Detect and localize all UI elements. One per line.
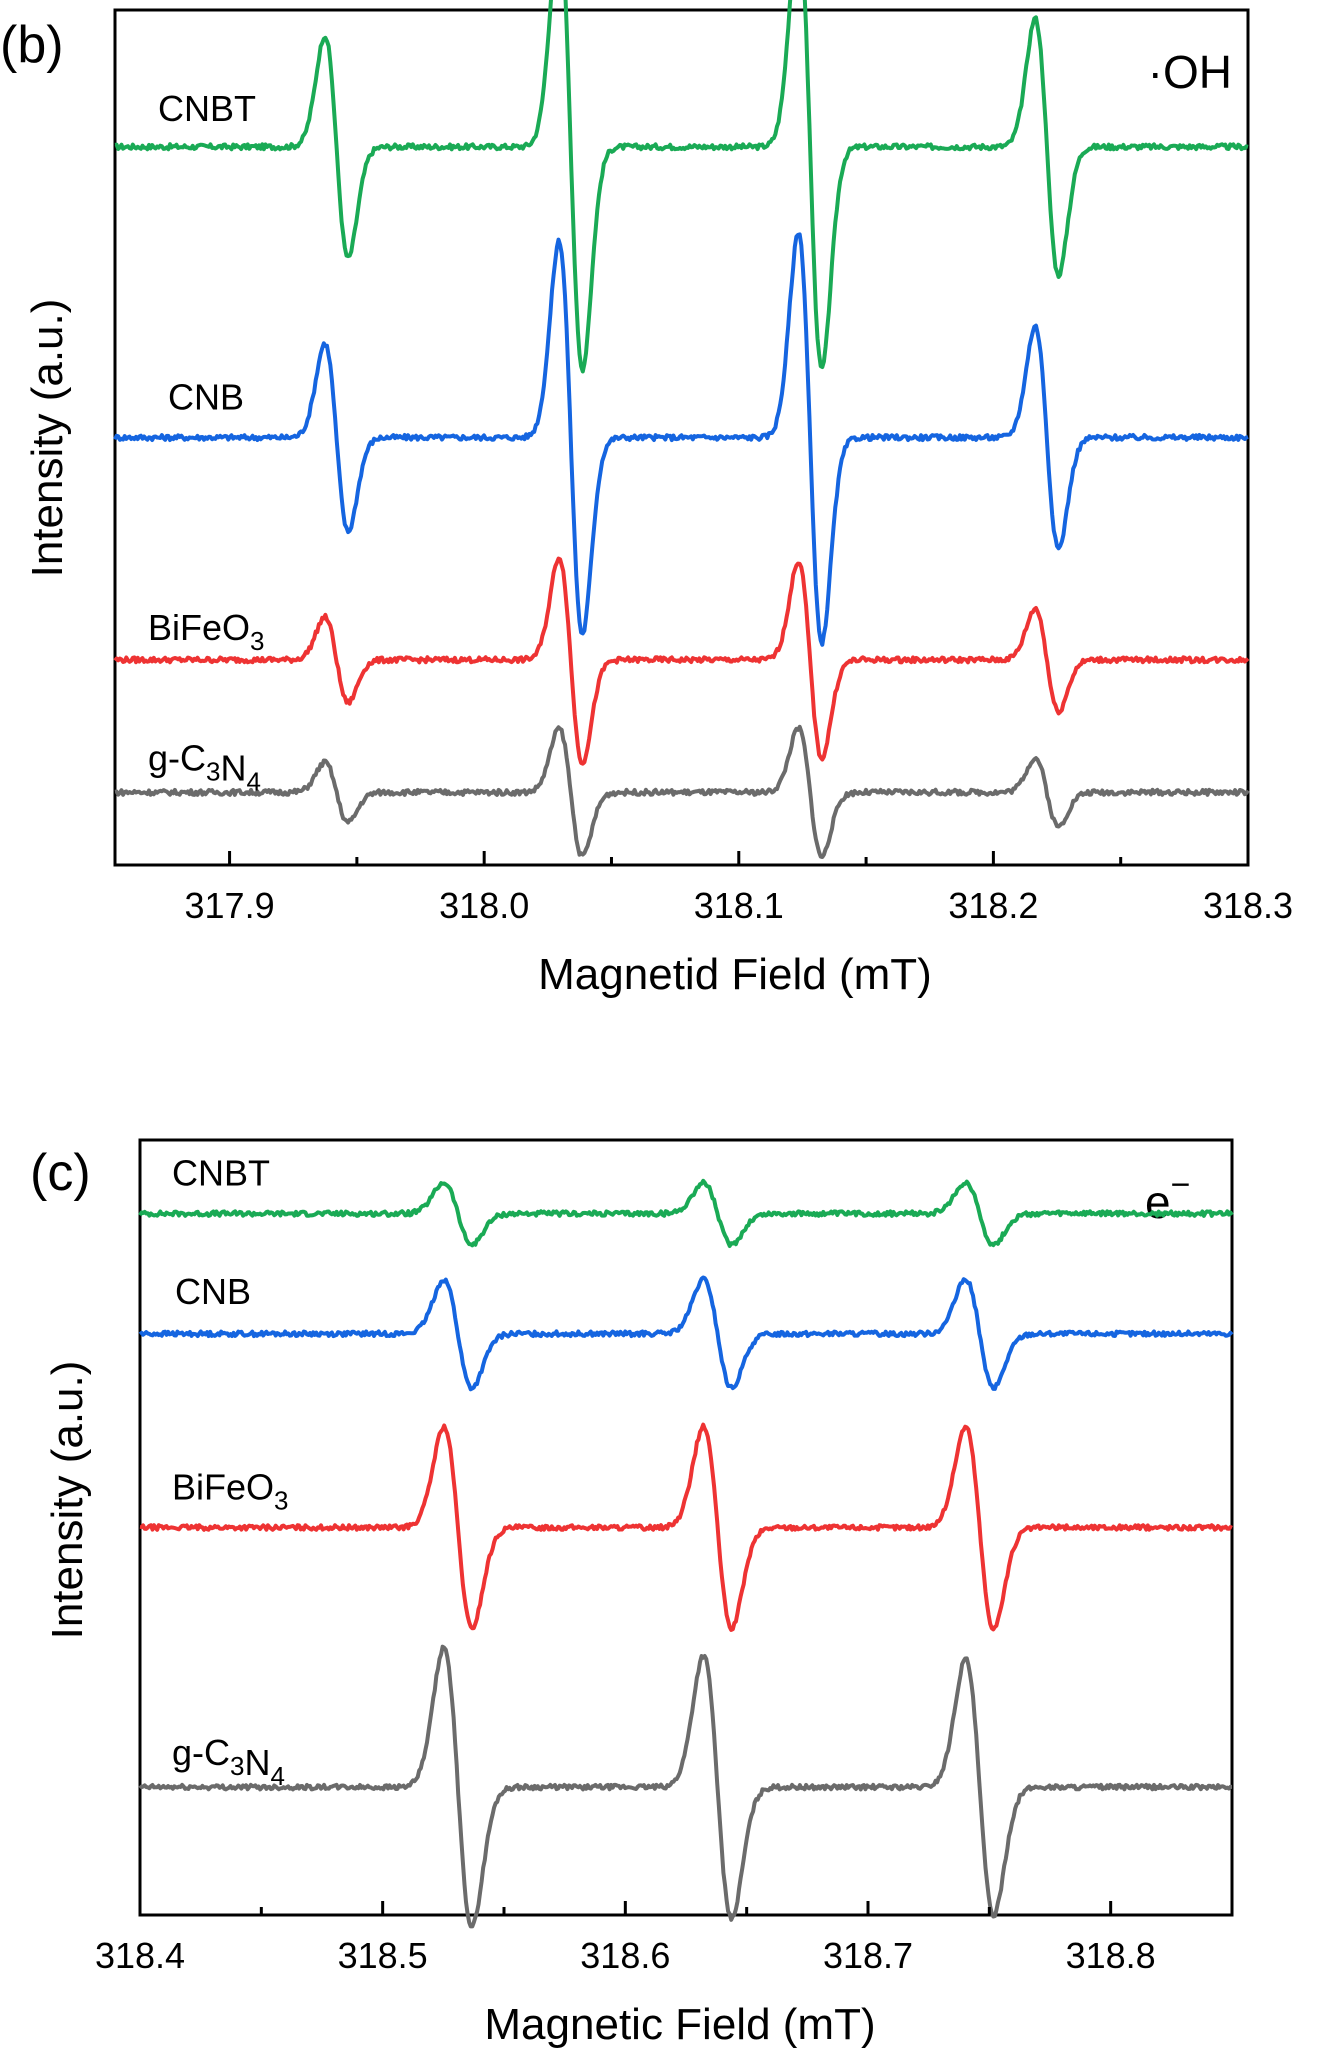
x-tick-label: 318.2: [948, 885, 1038, 926]
panel-c-letter: (c): [30, 1144, 91, 1202]
series-line-bifeo3: [113, 556, 1250, 766]
x-tick-label: 318.8: [1066, 1935, 1156, 1976]
panel-b-y-axis-title: Intensity (a.u.): [23, 299, 72, 578]
series-line-g-c3n4: [138, 1644, 1233, 1929]
series-line-cnb: [113, 232, 1249, 647]
x-tick-label: 317.9: [185, 885, 275, 926]
panel-c-electron-annotation: e−: [1145, 1166, 1190, 1228]
panel-b-series-group: [113, 0, 1250, 859]
series-label-bifeo3: BiFeO3: [148, 607, 265, 656]
panel-c-x-axis-title: Magnetic Field (mT): [484, 2000, 875, 2049]
panel-c-x-axis-ticks: 318.4 318.5 318.6 318.7 318.8: [95, 1901, 1156, 1976]
x-tick-label: 318.4: [95, 1935, 185, 1976]
series-label-bifeo3: BiFeO3: [172, 1467, 289, 1516]
panel-b-x-axis-ticks: 317.9 318.0 318.1 318.2 318.3: [185, 851, 1293, 926]
series-line-cnb: [138, 1275, 1234, 1392]
panel-c-annotation-sup: −: [1171, 1166, 1191, 1204]
series-line-g-c3n4: [114, 724, 1250, 859]
series-label-cnb: CNB: [175, 1271, 251, 1312]
panel-c-annotation-e: e: [1145, 1176, 1171, 1228]
series-label-cnbt: CNBT: [172, 1153, 270, 1194]
series-label-cnbt: CNBT: [158, 88, 256, 129]
panel-b-series-labels: CNBT CNB BiFeO3 g-C3N4: [148, 88, 265, 796]
series-label-g-c3n4: g-C3N4: [172, 1732, 285, 1791]
series-line-cnbt: [114, 0, 1249, 374]
x-tick-label: 318.7: [823, 1935, 913, 1976]
x-tick-label: 318.5: [338, 1935, 428, 1976]
panel-c-y-axis-title: Intensity (a.u.): [43, 1361, 92, 1640]
panel-c-series-labels: CNBT CNB BiFeO3 g-C3N4: [172, 1153, 289, 1792]
panel-b-x-axis-title: Magnetid Field (mT): [538, 950, 932, 999]
x-tick-label: 318.0: [439, 885, 529, 926]
series-line-bifeo3: [139, 1422, 1233, 1632]
series-line-cnbt: [138, 1178, 1234, 1248]
panel-b-letter: (b): [0, 16, 64, 74]
panel-c-series-group: [138, 1178, 1234, 1929]
series-label-cnb: CNB: [168, 377, 244, 418]
x-tick-label: 318.1: [694, 885, 784, 926]
panel-b-oh-annotation: ·OH: [1148, 46, 1232, 98]
x-tick-label: 318.6: [580, 1935, 670, 1976]
series-label-g-c3n4: g-C3N4: [148, 737, 261, 796]
x-tick-label: 318.3: [1203, 885, 1293, 926]
